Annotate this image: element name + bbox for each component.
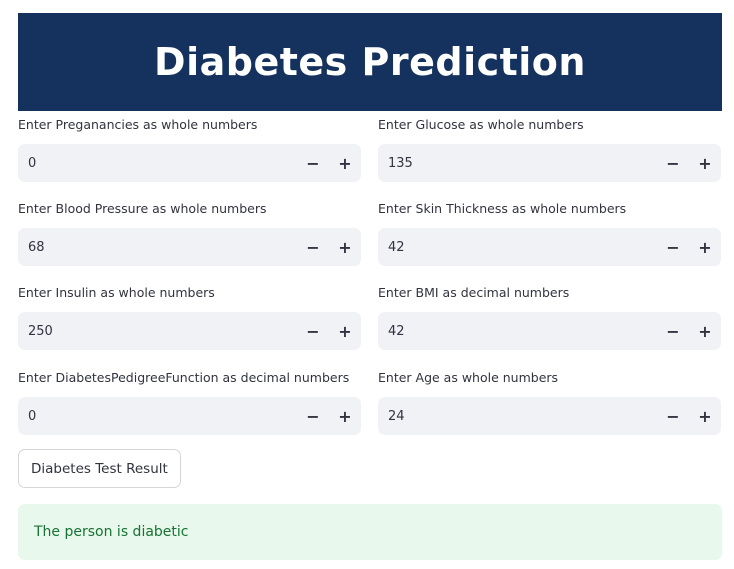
diabetes-test-result-button[interactable]: Diabetes Test Result <box>18 449 181 488</box>
glucose-label: Enter Glucose as whole numbers <box>378 117 584 132</box>
bmi-label: Enter BMI as decimal numbers <box>378 285 570 300</box>
blood-pressure-increment-button[interactable]: + <box>338 237 352 257</box>
bmi-increment-button[interactable]: + <box>698 321 712 341</box>
pregnancies-decrement-button[interactable]: − <box>306 153 320 173</box>
pedigree-input[interactable]: 0 − + <box>18 397 361 435</box>
age-value[interactable]: 24 <box>388 408 405 424</box>
blood-pressure-decrement-button[interactable]: − <box>306 237 320 257</box>
glucose-input[interactable]: 135 − + <box>378 144 721 182</box>
header-banner: Diabetes Prediction <box>18 13 722 111</box>
pedigree-field: Enter DiabetesPedigreeFunction as decima… <box>18 369 361 435</box>
skin-thickness-increment-button[interactable]: + <box>698 237 712 257</box>
pedigree-value[interactable]: 0 <box>28 408 37 424</box>
bmi-value[interactable]: 42 <box>388 323 405 339</box>
glucose-field: Enter Glucose as whole numbers 135 − + <box>378 116 721 182</box>
age-field: Enter Age as whole numbers 24 − + <box>378 369 721 435</box>
age-label: Enter Age as whole numbers <box>378 370 559 385</box>
age-increment-button[interactable]: + <box>698 406 712 426</box>
blood-pressure-label: Enter Blood Pressure as whole numbers <box>18 201 267 216</box>
skin-thickness-decrement-button[interactable]: − <box>666 237 680 257</box>
pedigree-increment-button[interactable]: + <box>338 406 352 426</box>
pregnancies-label: Enter Preganancies as whole numbers <box>18 117 258 132</box>
insulin-input[interactable]: 250 − + <box>18 312 361 350</box>
page-title: Diabetes Prediction <box>154 40 586 84</box>
bmi-decrement-button[interactable]: − <box>666 321 680 341</box>
blood-pressure-input[interactable]: 68 − + <box>18 228 361 266</box>
result-alert: The person is diabetic <box>18 504 722 560</box>
skin-thickness-value[interactable]: 42 <box>388 239 405 255</box>
skin-thickness-input[interactable]: 42 − + <box>378 228 721 266</box>
glucose-value[interactable]: 135 <box>388 155 413 171</box>
age-input[interactable]: 24 − + <box>378 397 721 435</box>
insulin-increment-button[interactable]: + <box>338 321 352 341</box>
result-message: The person is diabetic <box>34 524 189 540</box>
insulin-decrement-button[interactable]: − <box>306 321 320 341</box>
pregnancies-field: Enter Preganancies as whole numbers 0 − … <box>18 116 361 182</box>
glucose-increment-button[interactable]: + <box>698 153 712 173</box>
pedigree-label: Enter DiabetesPedigreeFunction as decima… <box>18 370 350 385</box>
skin-thickness-label: Enter Skin Thickness as whole numbers <box>378 201 627 216</box>
glucose-decrement-button[interactable]: − <box>666 153 680 173</box>
blood-pressure-value[interactable]: 68 <box>28 239 45 255</box>
pregnancies-increment-button[interactable]: + <box>338 153 352 173</box>
insulin-field: Enter Insulin as whole numbers 250 − + <box>18 284 361 350</box>
pedigree-decrement-button[interactable]: − <box>306 406 320 426</box>
blood-pressure-field: Enter Blood Pressure as whole numbers 68… <box>18 200 361 266</box>
insulin-label: Enter Insulin as whole numbers <box>18 285 215 300</box>
bmi-input[interactable]: 42 − + <box>378 312 721 350</box>
age-decrement-button[interactable]: − <box>666 406 680 426</box>
insulin-value[interactable]: 250 <box>28 323 53 339</box>
bmi-field: Enter BMI as decimal numbers 42 − + <box>378 284 721 350</box>
pregnancies-input[interactable]: 0 − + <box>18 144 361 182</box>
pregnancies-value[interactable]: 0 <box>28 155 37 171</box>
skin-thickness-field: Enter Skin Thickness as whole numbers 42… <box>378 200 721 266</box>
